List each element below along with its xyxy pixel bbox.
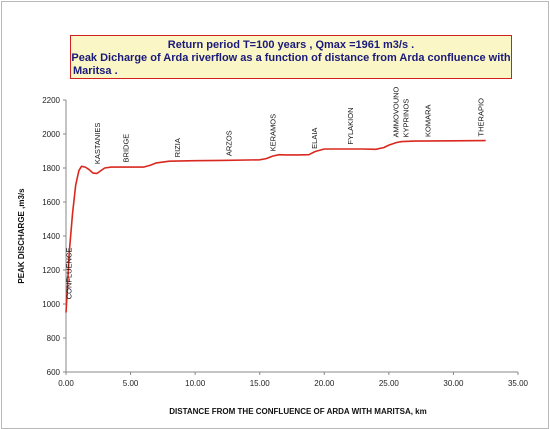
- y-tick-label: 2200: [42, 96, 60, 105]
- x-tick-label: 30.00: [443, 379, 464, 388]
- x-tick-label: 20.00: [314, 379, 335, 388]
- annotation-label: ELAIA: [310, 128, 319, 149]
- annotation-label: BRIDGE: [121, 134, 130, 163]
- chart-subtitle-line2: Maritsa .: [73, 65, 118, 77]
- y-axis-title: PEAK DISCHARGE ,m3/s: [17, 188, 26, 284]
- y-tick-label: 600: [47, 368, 61, 377]
- annotation-label: KYPRINOS: [402, 99, 411, 138]
- x-tick-label: 35.00: [508, 379, 529, 388]
- y-tick-label: 1600: [42, 198, 60, 207]
- annotation-label: RIZIA: [173, 138, 182, 157]
- x-axis-ticks: 0.00 5.00 10.00 15.00 20.00 25.00 30.00 35.00: [58, 372, 529, 388]
- x-tick-label: 25.00: [379, 379, 400, 388]
- annotation-label: ARZOS: [225, 130, 234, 156]
- series-layer: [65, 139, 486, 313]
- annotation-label: KOMARA: [424, 104, 433, 137]
- x-tick-label: 10.00: [185, 379, 206, 388]
- x-tick-label: 5.00: [123, 379, 139, 388]
- y-tick-label: 1200: [42, 266, 60, 275]
- annotation-label: THERAPIO: [477, 98, 486, 137]
- y-tick-label: 800: [47, 334, 61, 343]
- annotation-label: KERAMOS: [269, 114, 278, 152]
- x-tick-label: 0.00: [58, 379, 74, 388]
- x-tick-label: 15.00: [250, 379, 271, 388]
- annotation-label: KASTANIES: [93, 123, 102, 165]
- y-tick-label: 1400: [42, 232, 60, 241]
- chart-title-box: Return period T=100 years , Qmax =1961 m…: [70, 35, 512, 79]
- annotation-label: AMMOVOUNO: [391, 86, 400, 137]
- y-tick-label: 2000: [42, 130, 60, 139]
- annotations-layer: CONFLUENCE KASTANIES BRIDGE RIZIA ARZOS KERAM…: [65, 86, 486, 299]
- chart-subtitle-line1: Peak Dicharge of Arda riverflow as a fun…: [71, 52, 511, 64]
- y-tick-label: 1000: [42, 300, 60, 309]
- x-axis-title: DISTANCE FROM THE CONFLUENCE OF ARDA WIT…: [169, 407, 426, 416]
- series-line: [65, 139, 486, 313]
- y-axis-ticks: 600 800 1000 1200 1400 1600 1800 2000 2200: [42, 96, 66, 377]
- annotation-label: FYLAKION: [346, 108, 355, 145]
- annotation-label: CONFLUENCE: [65, 248, 74, 300]
- y-tick-label: 1800: [42, 164, 60, 173]
- chart-title: Return period T=100 years , Qmax =1961 m…: [167, 39, 415, 51]
